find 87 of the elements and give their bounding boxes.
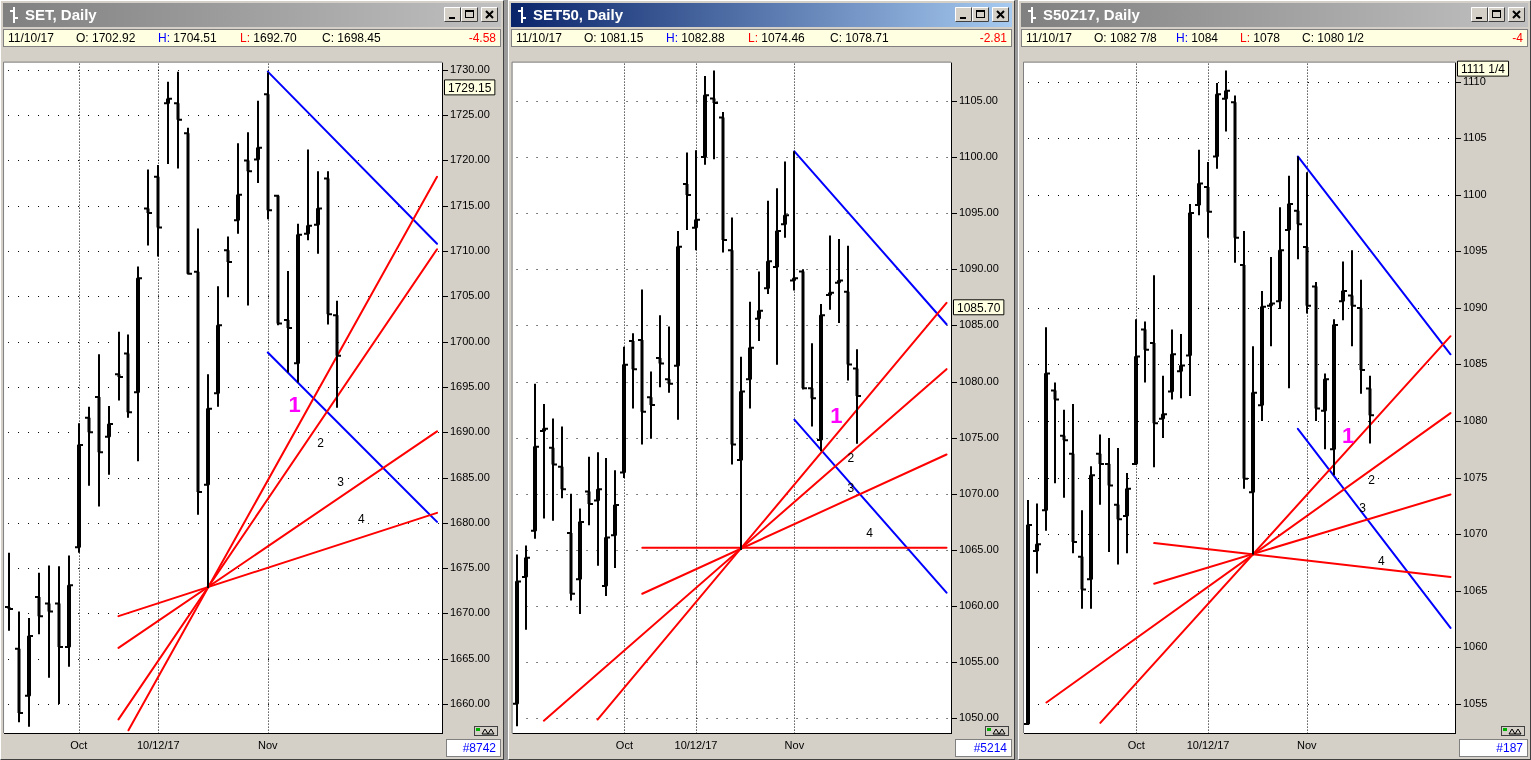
y-tick-label: 1715.00 — [450, 198, 490, 211]
text: -2.81 — [979, 30, 1007, 46]
x-tick-label: 10/12/17 — [674, 738, 718, 751]
y-tick-label: 1670.00 — [450, 606, 490, 619]
y-tick-label: 1730.00 — [450, 62, 490, 75]
y-tick-label: 1055.00 — [959, 655, 999, 668]
chart-title: S50Z17, Daily — [1043, 6, 1140, 24]
y-tick-label: 1680.00 — [450, 515, 490, 528]
y-tick-label: 1705.00 — [450, 289, 490, 302]
annotation: 1 — [830, 403, 843, 429]
text: O: 1702.92 — [76, 30, 136, 46]
text: -4 — [1512, 30, 1523, 46]
x-tick-label: 10/12/17 — [136, 738, 180, 751]
y-tick-label: 1675.00 — [450, 561, 490, 574]
text: C: 1698.45 — [322, 30, 381, 46]
annotation: 4 — [866, 525, 874, 540]
y-tick-label: 1665.00 — [450, 651, 490, 664]
annotation: 2 — [1368, 473, 1376, 488]
text: 11/10/17 — [8, 30, 54, 46]
y-tick-label: 1065.00 — [959, 542, 999, 555]
y-tick-label: 1710.00 — [450, 244, 490, 257]
y-tick-label: 1085 — [1463, 357, 1488, 370]
annotation: 1 — [1342, 422, 1355, 448]
y-tick-label: 1070.00 — [959, 486, 999, 499]
text: L: 1692.70 — [240, 30, 297, 46]
y-tick-label: 1725.00 — [450, 108, 490, 121]
y-tick-label: 1105 — [1463, 131, 1487, 144]
y-tick-label: 1090 — [1463, 300, 1488, 313]
y-tick-label: 1105.00 — [959, 93, 998, 106]
y-tick-label: 1095.00 — [959, 206, 999, 219]
chart-title: SET, Daily — [25, 6, 97, 24]
text: 1111 1/4 — [1461, 61, 1506, 76]
text: L: 1074.46 — [748, 30, 805, 46]
annotation: 3 — [1359, 501, 1367, 516]
y-tick-label: 1060.00 — [959, 599, 999, 612]
text: O: 1082 7/8 — [1094, 30, 1157, 46]
x-tick-label: Oct — [70, 738, 88, 751]
text: H: 1704.51 — [158, 30, 217, 46]
chart-title: SET50, Daily — [533, 6, 624, 24]
y-tick-label: 1090.00 — [959, 262, 999, 275]
y-tick-label: 1100.00 — [959, 149, 998, 162]
text: C: 1080 1/2 — [1302, 30, 1365, 46]
text: L: 1078 — [1240, 30, 1281, 46]
y-tick-label: 1660.00 — [450, 697, 490, 710]
y-tick-label: 1080 — [1463, 414, 1488, 427]
y-tick-label: 1695.00 — [450, 379, 490, 392]
text: 1729.15 — [448, 80, 492, 95]
y-tick-label: 1070 — [1463, 527, 1488, 540]
text: H: 1084 — [1176, 30, 1219, 46]
text: O: 1081.15 — [584, 30, 644, 46]
text: 11/10/17 — [516, 30, 562, 46]
text: #5214 — [955, 739, 1012, 757]
text: H: 1082.88 — [666, 30, 725, 46]
x-tick-label: Nov — [784, 738, 805, 751]
y-tick-label: 1110 — [1463, 74, 1486, 87]
x-tick-label: Nov — [258, 738, 279, 751]
text: 11/10/17 — [1026, 30, 1072, 46]
annotation: 1 — [288, 391, 301, 417]
y-tick-label: 1060 — [1463, 640, 1488, 653]
annotation: 4 — [1378, 553, 1386, 568]
x-tick-label: Oct — [1127, 738, 1145, 751]
annotation: 2 — [847, 451, 855, 466]
annotation: 3 — [847, 480, 855, 495]
y-tick-label: 1085.00 — [959, 318, 999, 331]
y-tick-label: 1075 — [1463, 470, 1488, 483]
x-tick-label: Nov — [1297, 738, 1318, 751]
x-tick-label: 10/12/17 — [1186, 738, 1230, 751]
annotation: 4 — [358, 512, 366, 527]
y-tick-label: 1700.00 — [450, 334, 490, 347]
y-tick-label: 1720.00 — [450, 153, 490, 166]
annotation: 2 — [317, 435, 325, 450]
text: 1085.70 — [957, 300, 1001, 315]
y-tick-label: 1690.00 — [450, 425, 490, 438]
y-tick-label: 1685.00 — [450, 470, 490, 483]
y-tick-label: 1065 — [1463, 583, 1488, 596]
y-tick-label: 1075.00 — [959, 430, 999, 443]
x-tick-label: Oct — [615, 738, 633, 751]
text: #8742 — [446, 739, 501, 757]
y-tick-label: 1050.00 — [959, 711, 999, 724]
y-tick-label: 1055 — [1463, 696, 1488, 709]
y-tick-label: 1095 — [1463, 244, 1488, 257]
annotation: 3 — [337, 474, 345, 489]
y-tick-label: 1080.00 — [959, 374, 999, 387]
text: C: 1078.71 — [830, 30, 889, 46]
y-tick-label: 1100 — [1463, 187, 1487, 200]
text: -4.58 — [468, 30, 496, 46]
text: #187 — [1459, 739, 1528, 757]
